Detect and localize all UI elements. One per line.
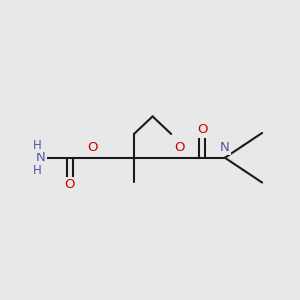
Text: O: O <box>197 123 207 136</box>
Text: H: H <box>32 139 41 152</box>
Text: N: N <box>220 141 230 154</box>
Text: H: H <box>32 164 41 177</box>
Text: O: O <box>174 141 185 154</box>
Text: N: N <box>36 151 46 164</box>
Text: O: O <box>65 178 75 191</box>
Text: O: O <box>87 141 98 154</box>
